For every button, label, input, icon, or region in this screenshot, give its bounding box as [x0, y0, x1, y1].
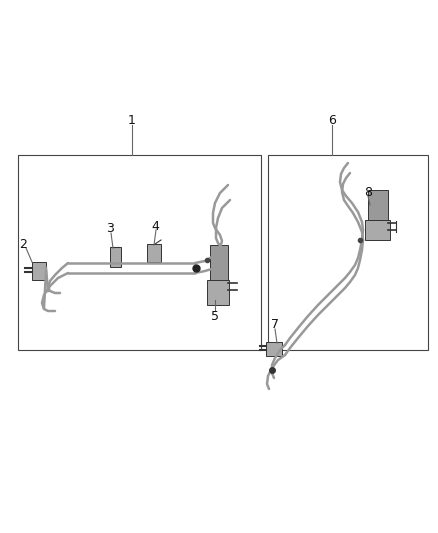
Bar: [268, 155, 428, 350]
Text: 6: 6: [328, 114, 336, 126]
Bar: [365, 220, 390, 240]
Text: 5: 5: [211, 310, 219, 322]
Bar: [266, 342, 282, 356]
Bar: [32, 262, 46, 280]
Text: 2: 2: [19, 238, 27, 252]
Text: 4: 4: [151, 220, 159, 232]
Text: 7: 7: [271, 319, 279, 332]
Bar: [207, 280, 229, 305]
Bar: [110, 247, 121, 267]
Bar: [147, 244, 161, 262]
Text: 1: 1: [128, 114, 136, 126]
Bar: [210, 245, 228, 285]
Bar: [368, 190, 388, 220]
Text: 8: 8: [364, 185, 372, 198]
Bar: [18, 155, 261, 350]
Text: 3: 3: [106, 222, 114, 235]
